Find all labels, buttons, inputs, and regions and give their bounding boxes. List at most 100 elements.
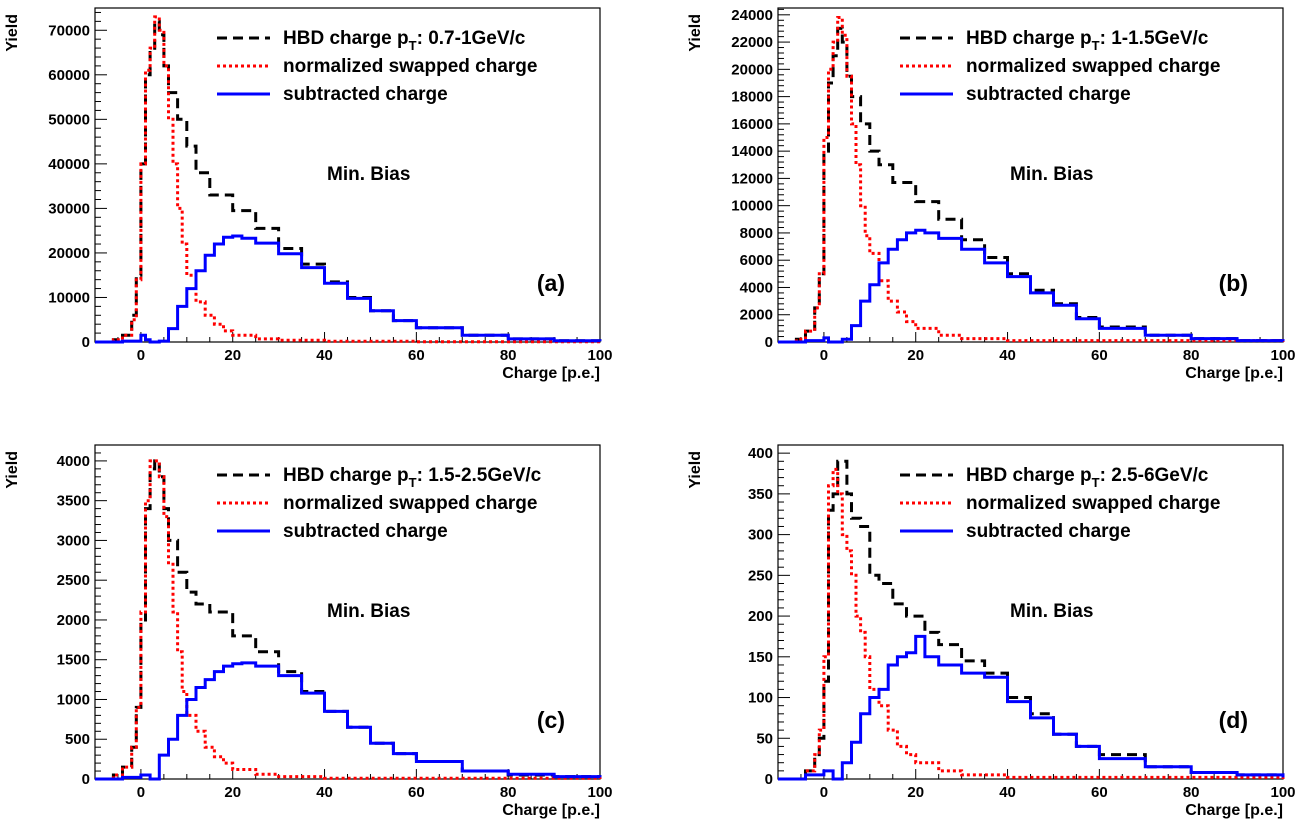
panel-tag: (b) bbox=[1219, 270, 1248, 296]
x-tick-label: 20 bbox=[224, 784, 241, 801]
y-tick-label: 10000 bbox=[731, 198, 773, 215]
y-tick-label: 200 bbox=[748, 608, 773, 625]
min-bias-annotation: Min. Bias bbox=[327, 164, 410, 185]
x-axis-label: Charge [p.e.] bbox=[1185, 802, 1283, 819]
legend-entry: subtracted charge bbox=[966, 84, 1131, 105]
series-line-subtracted-charge bbox=[778, 228, 1285, 344]
legend-title-rest: : 2.5-6GeV/c bbox=[1100, 465, 1209, 486]
y-tick-label: 50 bbox=[756, 730, 773, 747]
legend-title-main: HBD charge p bbox=[966, 465, 1092, 486]
x-axis-label: Charge [p.e.] bbox=[1185, 365, 1283, 382]
y-tick-label: 2000 bbox=[57, 612, 90, 629]
chart-panel-a: 0 20 40 60 80 100 0 10000 20000 30000 40000 50000 60… bbox=[4, 7, 613, 382]
y-tick-label: 60000 bbox=[48, 67, 90, 84]
legend-title-subscript: T bbox=[409, 475, 417, 490]
y-tick-label: 14000 bbox=[731, 143, 773, 160]
chart-panel-b: 0 20 40 60 80 100 0 2000 4000 6000 8000 10000 12000 1… bbox=[687, 7, 1296, 382]
legend-entry-title: HBD charge pT: 1.5-2.5GeV/c bbox=[283, 465, 542, 490]
legend-entry: normalized swapped charge bbox=[966, 56, 1220, 77]
y-tick-label: 40000 bbox=[48, 156, 90, 173]
min-bias-annotation: Min. Bias bbox=[1010, 601, 1093, 622]
y-tick-label: 500 bbox=[65, 731, 90, 748]
y-tick-label: 6000 bbox=[740, 252, 773, 269]
x-tick-label: 80 bbox=[1183, 784, 1200, 801]
legend-entry: subtracted charge bbox=[283, 521, 448, 542]
y-tick-label: 4000 bbox=[740, 279, 773, 296]
y-tick-label: 250 bbox=[748, 567, 773, 584]
y-tick-label: 0 bbox=[765, 771, 773, 788]
y-tick-label: 22000 bbox=[731, 34, 773, 51]
legend-title-rest: : 0.7-1GeV/c bbox=[417, 28, 526, 49]
legend-entry-title: HBD charge pT: 2.5-6GeV/c bbox=[966, 465, 1209, 490]
x-tick-label: 0 bbox=[820, 784, 828, 801]
x-tick-label: 60 bbox=[1091, 784, 1108, 801]
y-tick-label: 2500 bbox=[57, 572, 90, 589]
series-line-normalized-swapped-charge bbox=[95, 459, 602, 781]
y-tick-label: 3000 bbox=[57, 532, 90, 549]
y-tick-label: 24000 bbox=[731, 7, 773, 24]
x-tick-label: 100 bbox=[1270, 347, 1295, 364]
x-tick-label: 100 bbox=[1270, 784, 1295, 801]
y-tick-label: 4000 bbox=[57, 453, 90, 470]
y-tick-label: 10000 bbox=[48, 289, 90, 306]
y-tick-label: 100 bbox=[748, 690, 773, 707]
y-tick-label: 3500 bbox=[57, 493, 90, 510]
x-tick-label: 0 bbox=[137, 784, 145, 801]
y-tick-label: 12000 bbox=[731, 170, 773, 187]
series-line-normalized-swapped-charge bbox=[778, 467, 1285, 781]
y-tick-label: 20000 bbox=[48, 245, 90, 262]
y-tick-label: 2000 bbox=[740, 307, 773, 324]
y-axis-label: Yield bbox=[687, 14, 704, 52]
x-tick-label: 0 bbox=[820, 347, 828, 364]
panel-tag: (c) bbox=[537, 707, 565, 733]
x-tick-label: 60 bbox=[408, 784, 425, 801]
x-tick-label: 100 bbox=[587, 347, 612, 364]
x-tick-label: 20 bbox=[907, 347, 924, 364]
legend-entry-title: HBD charge pT: 1-1.5GeV/c bbox=[966, 28, 1209, 53]
y-tick-label: 1500 bbox=[57, 652, 90, 669]
legend-entry: subtracted charge bbox=[283, 84, 448, 105]
y-tick-label: 350 bbox=[748, 486, 773, 503]
legend-title-subscript: T bbox=[1092, 38, 1100, 53]
y-tick-label: 8000 bbox=[740, 225, 773, 242]
x-axis-label: Charge [p.e.] bbox=[502, 365, 600, 382]
panel-tag: (d) bbox=[1219, 707, 1248, 733]
series-line-subtracted-charge bbox=[95, 661, 602, 781]
y-tick-label: 20000 bbox=[731, 61, 773, 78]
legend-entry: normalized swapped charge bbox=[283, 493, 537, 514]
x-tick-label: 60 bbox=[1091, 347, 1108, 364]
x-tick-label: 40 bbox=[999, 347, 1016, 364]
chart-panel-d: 0 20 40 60 80 100 0 50 100 150 200 250 300 350 400 Char… bbox=[687, 444, 1296, 819]
y-tick-label: 30000 bbox=[48, 200, 90, 217]
x-tick-label: 80 bbox=[500, 784, 517, 801]
x-tick-label: 0 bbox=[137, 347, 145, 364]
x-tick-label: 80 bbox=[1183, 347, 1200, 364]
series-line-subtracted-charge bbox=[778, 634, 1285, 781]
legend-title-subscript: T bbox=[1092, 475, 1100, 490]
legend-entry: normalized swapped charge bbox=[283, 56, 537, 77]
y-tick-label: 300 bbox=[748, 527, 773, 544]
x-tick-label: 40 bbox=[316, 347, 333, 364]
legend-title-subscript: T bbox=[409, 38, 417, 53]
legend-title-rest: : 1.5-2.5GeV/c bbox=[417, 465, 542, 486]
x-tick-label: 20 bbox=[224, 347, 241, 364]
y-axis-label: Yield bbox=[4, 451, 21, 489]
chart-panel-c: 0 20 40 60 80 1000500100015002000250030003500… bbox=[4, 444, 613, 819]
y-axis-label: Yield bbox=[4, 14, 21, 52]
x-axis-label: Charge [p.e.] bbox=[502, 802, 600, 819]
y-axis-label: Yield bbox=[687, 451, 704, 489]
min-bias-annotation: Min. Bias bbox=[1010, 164, 1093, 185]
panel-tag: (a) bbox=[537, 270, 565, 296]
legend-title-main: HBD charge p bbox=[283, 465, 409, 486]
y-tick-label: 0 bbox=[765, 334, 773, 351]
x-tick-label: 20 bbox=[907, 784, 924, 801]
y-tick-label: 1000 bbox=[57, 691, 90, 708]
y-tick-label: 400 bbox=[748, 445, 773, 462]
x-tick-label: 40 bbox=[999, 784, 1016, 801]
y-tick-label: 150 bbox=[748, 649, 773, 666]
legend-entry: subtracted charge bbox=[966, 521, 1131, 542]
legend-title-main: HBD charge p bbox=[283, 28, 409, 49]
series-line-normalized-swapped-charge bbox=[95, 15, 602, 344]
legend-title-rest: : 1-1.5GeV/c bbox=[1100, 28, 1209, 49]
